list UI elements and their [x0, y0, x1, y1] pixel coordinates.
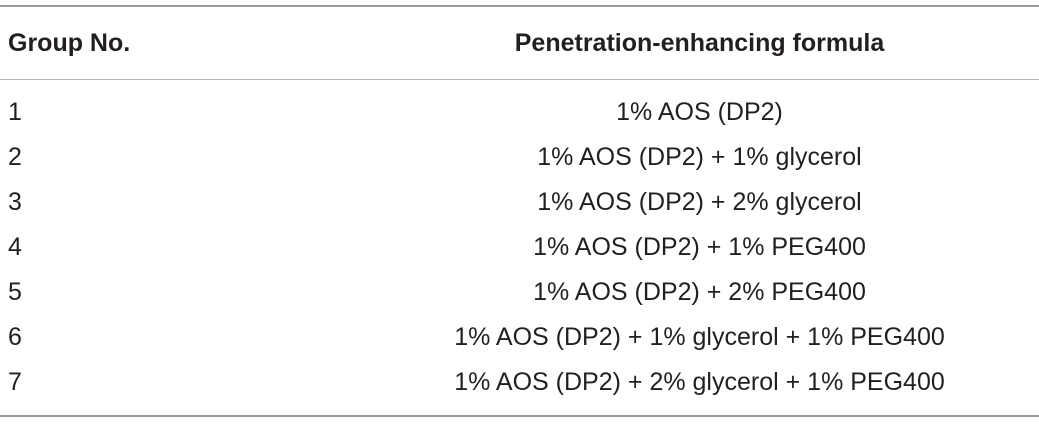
- formula-cell: 1% AOS (DP2) + 2% glycerol: [537, 188, 862, 216]
- group-number-cell: 1: [8, 98, 22, 126]
- table-row: 1 1% AOS (DP2): [0, 80, 1039, 136]
- group-number-cell: 3: [8, 188, 22, 216]
- formula-cell: 1% AOS (DP2) + 2% PEG400: [533, 278, 866, 306]
- group-number-cell: 5: [8, 278, 22, 306]
- group-number-cell: 4: [8, 233, 22, 261]
- formula-cell: 1% AOS (DP2): [616, 98, 783, 126]
- table-header: Group No. Penetration-enhancing formula: [0, 6, 1039, 80]
- formula-cell: 1% AOS (DP2) + 1% glycerol + 1% PEG400: [454, 323, 945, 351]
- formula-cell: 1% AOS (DP2) + 2% glycerol + 1% PEG400: [454, 368, 945, 396]
- table-body: 1 1% AOS (DP2) 2 1% AOS (DP2) + 1% glyce…: [0, 80, 1039, 416]
- group-number-cell: 6: [8, 323, 22, 351]
- formula-table: Group No. Penetration-enhancing formula …: [0, 5, 1039, 417]
- table-row: 2 1% AOS (DP2) + 1% glycerol: [0, 135, 1039, 180]
- formula-cell: 1% AOS (DP2) + 1% glycerol: [537, 143, 862, 171]
- table-row: 6 1% AOS (DP2) + 1% glycerol + 1% PEG400: [0, 315, 1039, 360]
- table-row: 4 1% AOS (DP2) + 1% PEG400: [0, 225, 1039, 270]
- group-number-cell: 7: [8, 368, 22, 396]
- header-row: Group No. Penetration-enhancing formula: [0, 6, 1039, 80]
- table-row: 5 1% AOS (DP2) + 2% PEG400: [0, 270, 1039, 315]
- formula-cell: 1% AOS (DP2) + 1% PEG400: [533, 233, 866, 261]
- table-row: 3 1% AOS (DP2) + 2% glycerol: [0, 180, 1039, 225]
- header-formula: Penetration-enhancing formula: [514, 28, 885, 57]
- table-row: 7 1% AOS (DP2) + 2% glycerol + 1% PEG400: [0, 360, 1039, 416]
- header-group-no: Group No.: [8, 28, 131, 57]
- group-number-cell: 2: [8, 143, 22, 171]
